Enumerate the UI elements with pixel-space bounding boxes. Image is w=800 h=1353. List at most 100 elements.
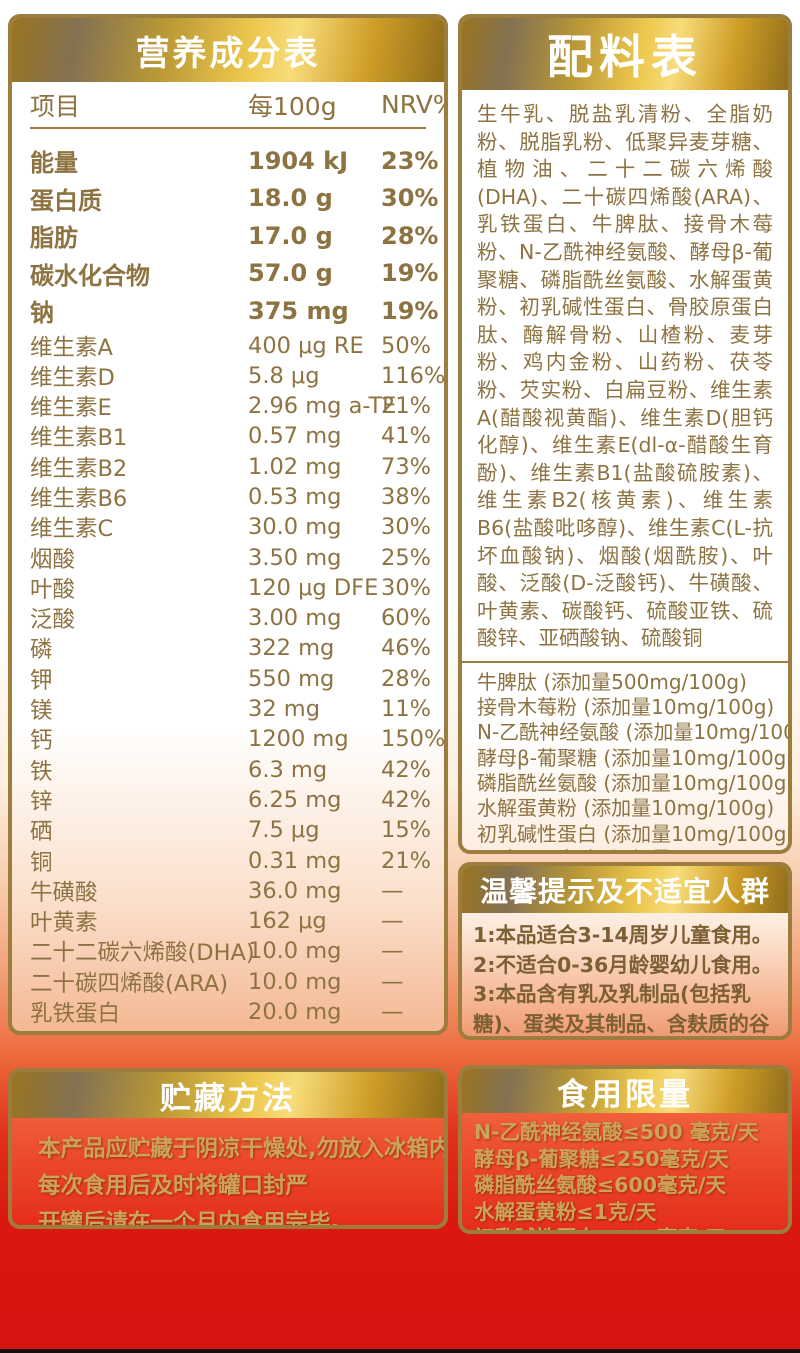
nutrition-panel: 营养成分表 项目 每100g NRV% 能量 1904 kJ 23% 蛋白质 18.0 … — [8, 14, 448, 1035]
nutrition-row: 维生素B6 0.53 mg 38% — [30, 481, 431, 512]
nutrition-col-item: 项目 — [30, 91, 81, 121]
nutrition-row-nrv: 21% — [381, 393, 432, 420]
nutrition-row: 牛磺酸 36.0 mg — — [30, 875, 426, 906]
storage-body: 本产品应贮藏于阴凉干燥处,勿放入冰箱内; 每次食用后及时将罐口封严 开罐后请在一个月… — [12, 1118, 444, 1229]
nutrition-row: 钠 375 mg 19% — [30, 292, 438, 330]
nutrition-row-nrv: 116% — [381, 362, 446, 389]
nutrition-row: 镁 32 mg 11% — [30, 693, 431, 724]
storage-line: 每次食用后及时将罐口封严 — [38, 1173, 309, 1199]
nutrition-row-nrv: 30% — [381, 514, 432, 541]
ingredients-panel: 配料表 生牛乳、脱盐乳清粉、全脂奶粉、脱脂乳粉、低聚异麦芽糖、植物油、二十二碳六… — [458, 14, 792, 854]
nutrition-row: 锌 6.25 mg 42% — [30, 784, 431, 815]
nutrition-col-per100g: 每100g — [248, 91, 337, 121]
nutrition-row: 铜 0.31 mg 21% — [30, 845, 431, 876]
additive-item: 酵母β-葡聚糖 (添加量10mg/100g) — [477, 745, 792, 770]
nutrition-row-nrv: 21% — [381, 847, 432, 874]
nutrition-row-value: 6.3 mg — [248, 756, 328, 783]
nutrition-table: 项目 每100g NRV% 能量 1904 kJ 23% 蛋白质 18.0 g 30% 脂肪… — [12, 82, 444, 1028]
nutrition-row-name: 铁 — [30, 758, 53, 785]
nutrition-row-value: 20.0 mg — [248, 999, 342, 1026]
nutrition-row-value: 0.53 mg — [248, 483, 342, 510]
nutrition-row: 二十二碳六烯酸(DHA) 10.0 mg — — [30, 935, 426, 967]
nutrition-row-value: 18.0 g — [248, 184, 333, 213]
nutrition-row: 维生素B2 1.02 mg 73% — [30, 451, 431, 482]
tip-line: 2:不适合0-36月龄婴幼儿食用。 — [473, 952, 773, 977]
nutrition-row-nrv: 150% — [381, 726, 446, 753]
nutrition-row-value: 57.0 g — [248, 259, 333, 288]
nutrition-row-nrv: 38% — [381, 483, 432, 510]
ingredients-text: 生牛乳、脱盐乳清粉、全脂奶粉、脱脂乳粉、低聚异麦芽糖、植物油、二十二碳六烯酸(D… — [477, 102, 773, 651]
nutrition-row-value: 1200 mg — [248, 726, 349, 753]
nutrition-row-nrv: 50% — [381, 332, 432, 359]
nutrition-row-nrv: 42% — [381, 756, 432, 783]
nutrition-row-value: 1904 kJ — [248, 146, 349, 175]
limit-body: N-乙酰神经氨酸≤500 毫克/天 酵母β-葡聚糖≤250毫克/天 磷脂酰丝氨酸≤6… — [462, 1113, 788, 1230]
nutrition-row-nrv: 30% — [381, 184, 439, 213]
nutrition-row-name: 叶酸 — [30, 576, 76, 603]
tips-panel-title: 温馨提示及不适宜人群 — [462, 866, 788, 913]
nutrition-row: 铁 6.3 mg 42% — [30, 754, 431, 785]
nutrition-row: 维生素D 5.8 μg 116% — [30, 360, 444, 391]
nutrition-row: 碳水化合物 57.0 g 19% — [30, 255, 438, 293]
nutrition-row-nrv: 41% — [381, 423, 432, 450]
nutrition-row: 脂肪 17.0 g 28% — [30, 217, 438, 255]
nutrition-row: 蛋白质 18.0 g 30% — [30, 180, 438, 218]
nutrition-row-nrv: 11% — [381, 696, 432, 723]
nutrition-row-value: 0.57 mg — [248, 423, 342, 450]
nutrition-row-name: 维生素A — [30, 334, 113, 361]
nutrition-row-nrv: — — [381, 877, 404, 904]
limit-line: 初乳碱性蛋白≤100毫克/天 — [474, 1225, 788, 1230]
bottom-edge-strip — [0, 1349, 800, 1353]
nutrition-row-value: 322 mg — [248, 635, 335, 662]
nutrition-row: 硒 7.5 μg 15% — [30, 814, 431, 846]
nutrition-row-name: 磷 — [30, 637, 53, 664]
nutrition-row-name: 乳铁蛋白 — [30, 1001, 121, 1028]
nutrition-row: 维生素B1 0.57 mg 41% — [30, 420, 431, 452]
nutrition-row-value: 1.02 mg — [248, 453, 342, 480]
nutrition-row: 乳铁蛋白 20.0 mg — — [30, 996, 426, 1028]
nutrition-row-value: 2.96 mg a-TE — [248, 393, 397, 420]
storage-line: 开罐后请在一个月内食用完毕。 — [38, 1210, 354, 1229]
nutrition-row: 叶黄素 162 μg — — [30, 905, 426, 936]
nutrition-row-name: 烟酸 — [30, 546, 76, 573]
additives-list: 牛脾肽 (添加量500mg/100g) 接骨木莓粉 (添加量10mg/100g) N… — [477, 670, 792, 850]
tip-line: 1:本品适合3-14周岁儿童食用。 — [473, 923, 773, 947]
nutrition-col-nrv: NRV% — [381, 90, 444, 119]
nutrition-row: 磷 322 mg 46% — [30, 632, 431, 664]
nutrition-rows: 能量 1904 kJ 23% 蛋白质 18.0 g 30% 脂肪 17.0 g 28% 碳水化合物… — [30, 129, 444, 1028]
nutrition-row-nrv: 19% — [381, 296, 439, 325]
nutrition-row-name: 维生素C — [30, 516, 114, 543]
additive-item: 磷脂酰丝氨酸 (添加量10mg/100g) — [477, 771, 792, 796]
nutrition-row-nrv: 19% — [381, 259, 439, 288]
nutrition-row-nrv: 15% — [381, 817, 432, 844]
nutrition-row-name: 碳水化合物 — [30, 261, 150, 290]
nutrition-row: 二十碳四烯酸(ARA) 10.0 mg — — [30, 966, 426, 997]
nutrition-row-value: 162 μg — [248, 908, 327, 935]
nutrition-row-value: 550 mg — [248, 665, 335, 692]
additive-item: 水解蛋黄粉 (添加量10mg/100g) — [477, 796, 775, 821]
nutrition-panel-title: 营养成分表 — [12, 18, 444, 82]
nutrition-row-nrv: 23% — [381, 146, 439, 175]
nutrition-row-name: 蛋白质 — [30, 186, 102, 215]
nutrition-row-value: 30.0 mg — [248, 514, 342, 541]
limit-line: N-乙酰神经氨酸≤500 毫克/天 — [474, 1120, 759, 1144]
nutrition-row-name: 硒 — [30, 819, 53, 846]
nutrition-row-name: 维生素D — [30, 364, 115, 391]
nutrition-table-header: 项目 每100g NRV% — [30, 82, 444, 129]
ingredients-body: 生牛乳、脱盐乳清粉、全脂奶粉、脱脂乳粉、低聚异麦芽糖、植物油、二十二碳六烯酸(D… — [462, 90, 792, 850]
nutrition-row-value: 3.50 mg — [248, 544, 342, 571]
limit-panel: 食用限量 N-乙酰神经氨酸≤500 毫克/天 酵母β-葡聚糖≤250毫克/天 磷脂酰… — [458, 1065, 792, 1234]
nutrition-row: 维生素C 30.0 mg 30% — [30, 511, 431, 543]
ingredients-divider — [462, 660, 788, 663]
nutrition-row-value: 17.0 g — [248, 221, 333, 250]
nutrition-row-name: 维生素B1 — [30, 425, 128, 452]
additive-item: 接骨木莓粉 (添加量10mg/100g) — [477, 695, 775, 720]
nutrition-row-nrv: 25% — [381, 544, 432, 571]
nutrition-row-value: 6.25 mg — [248, 786, 342, 813]
nutrition-row-nrv: — — [381, 968, 404, 995]
nutrition-row-name: 二十二碳六烯酸(DHA) — [30, 940, 255, 967]
nutrition-row-value: 375 mg — [248, 296, 349, 325]
nutrition-row-name: 牛磺酸 — [30, 879, 98, 906]
limit-line: 水解蛋黄粉≤1克/天 — [474, 1199, 657, 1224]
nutrition-row: 烟酸 3.50 mg 25% — [30, 542, 431, 573]
